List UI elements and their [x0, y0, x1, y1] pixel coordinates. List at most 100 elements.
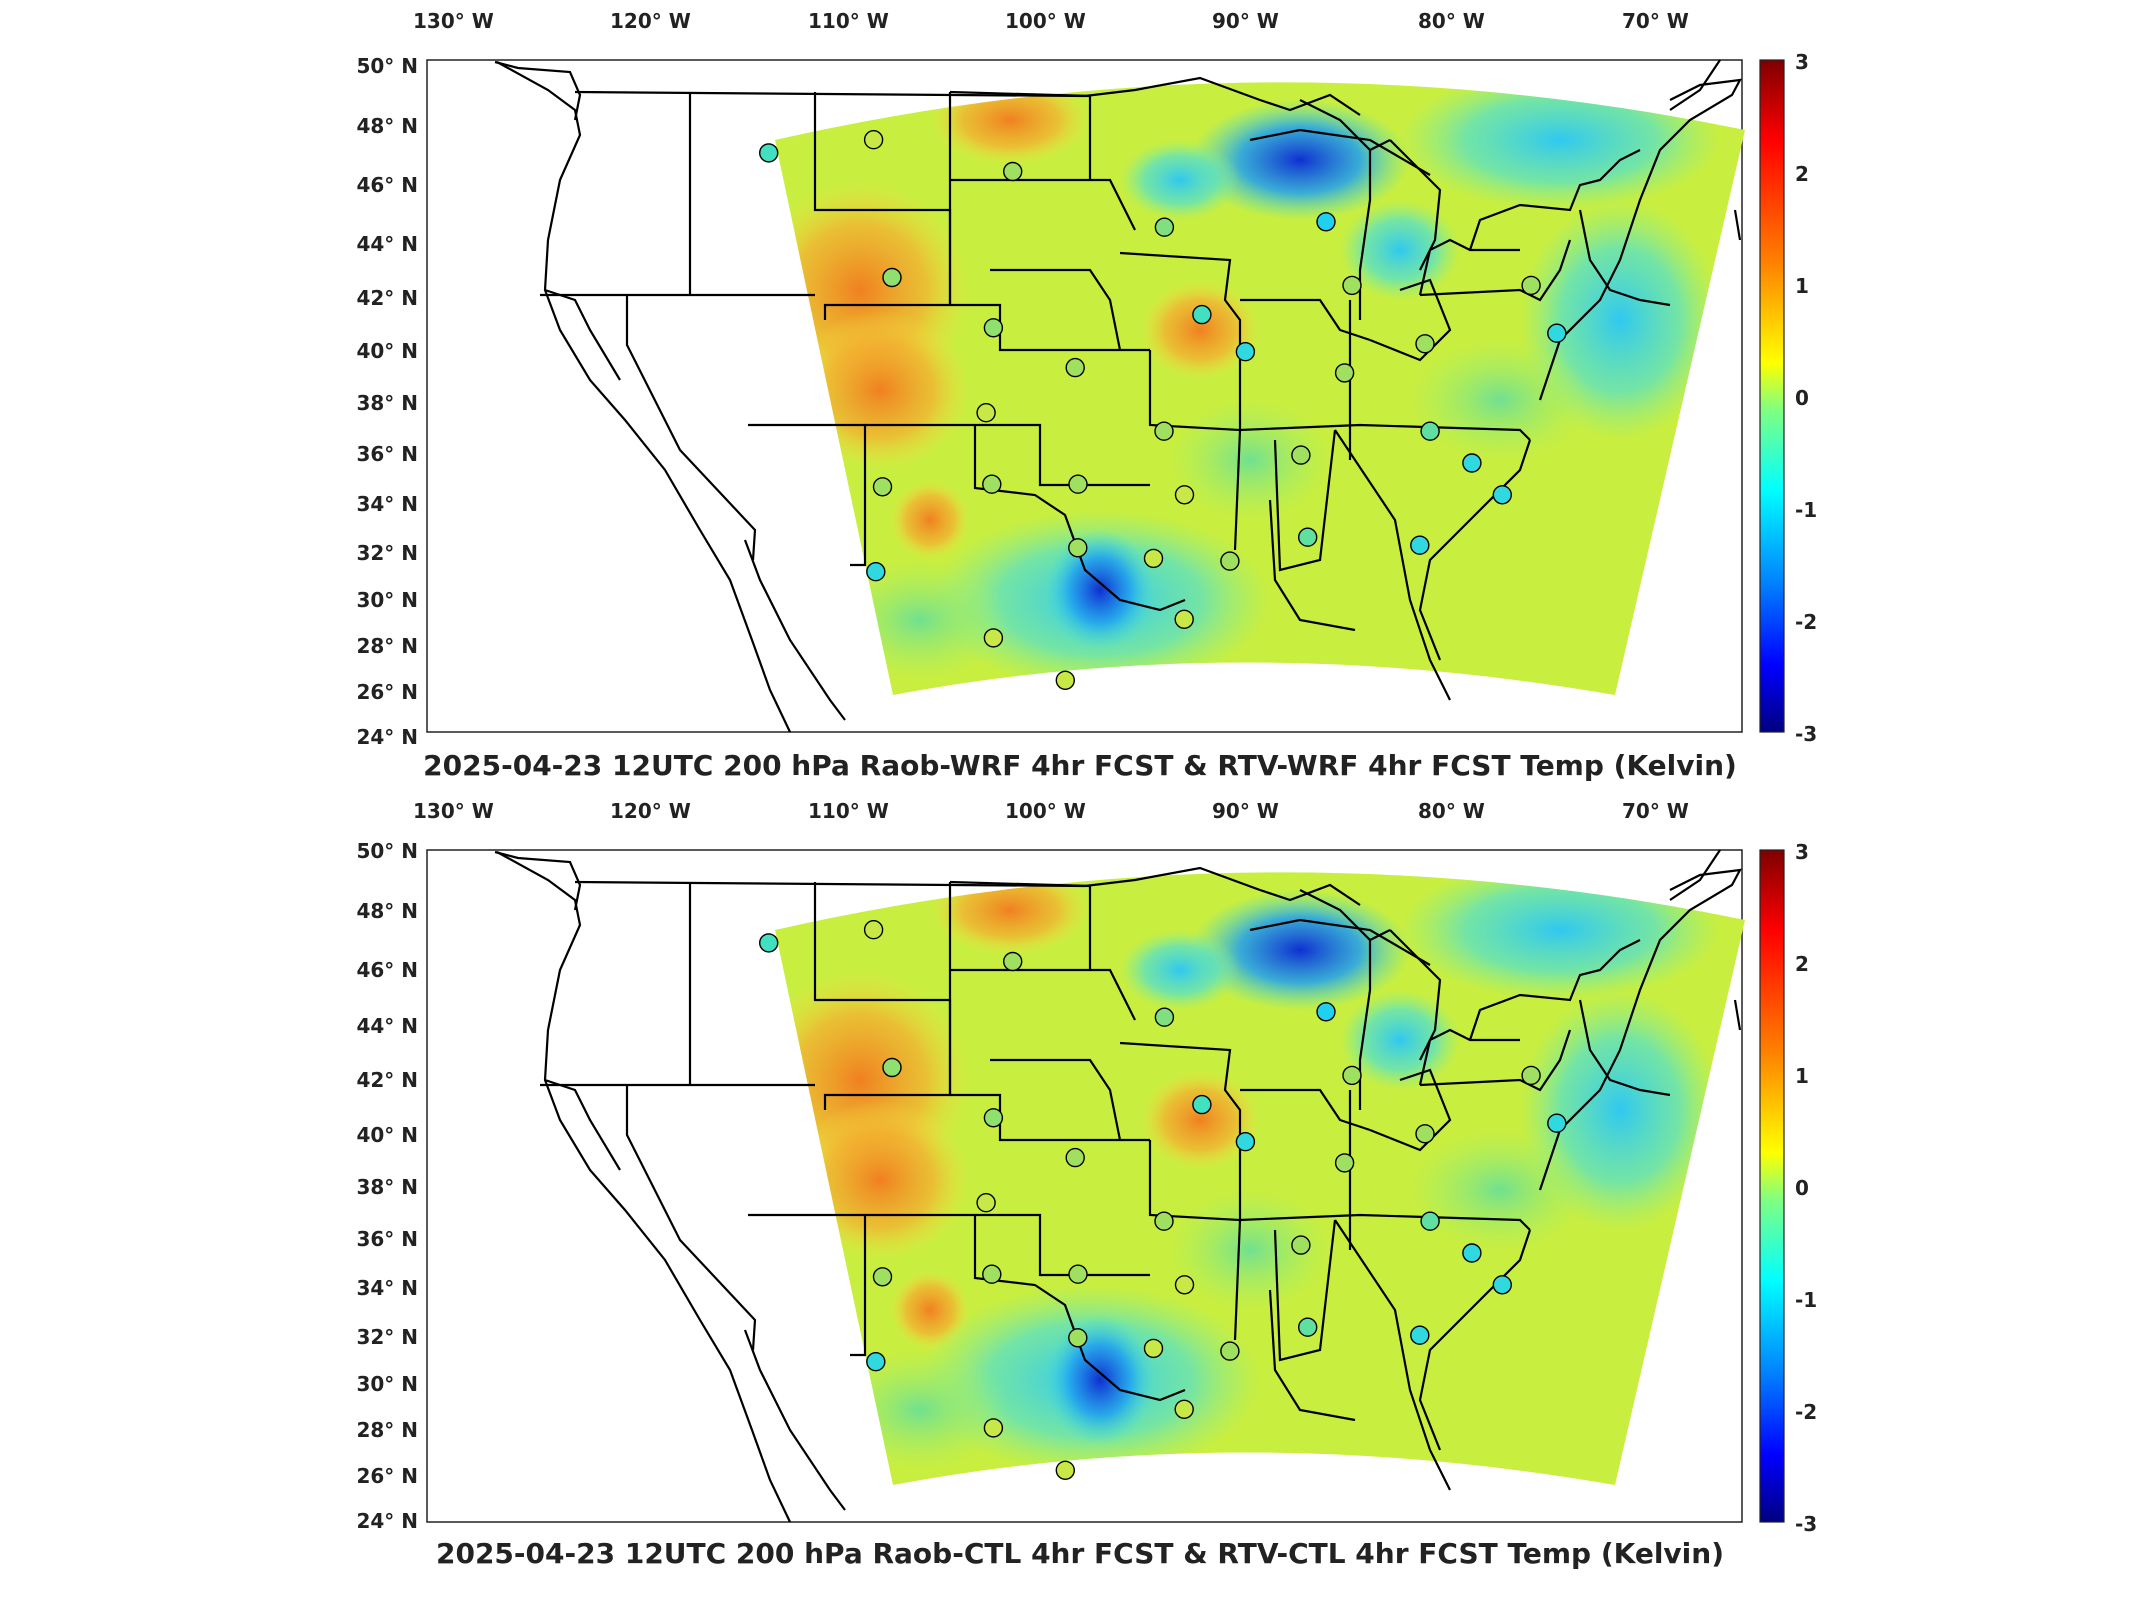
colorbar-tick-3: 3 — [1795, 50, 1809, 74]
raob-station-marker — [1068, 538, 1088, 558]
lat-label-24n: 24° N — [356, 725, 418, 749]
panel-title: 2025-04-23 12UTC 200 hPa Raob-CTL 4hr FC… — [436, 1537, 1724, 1570]
map-panel-top: 130° W 120° W 110° W 100° W 90° W 80° W … — [0, 0, 2133, 790]
lat-label-30n: 30° N — [356, 588, 418, 612]
lat-label-50n: 50° N — [356, 839, 418, 863]
lon-label-70w: 70° W — [1622, 9, 1689, 33]
raob-station-marker — [1316, 1002, 1336, 1022]
raob-station-marker — [1154, 1007, 1175, 1027]
colorbar-tick-minus1: -1 — [1795, 1288, 1817, 1312]
lon-label-80w: 80° W — [1418, 799, 1485, 823]
raob-station-marker — [863, 919, 884, 940]
lat-label-40n: 40° N — [356, 339, 418, 363]
raob-station-marker — [1415, 1124, 1435, 1144]
lon-label-130w: 130° W — [413, 9, 494, 33]
lon-label-100w: 100° W — [1005, 799, 1086, 823]
lat-label-26n: 26° N — [356, 680, 418, 704]
raob-station-marker — [1334, 1153, 1355, 1173]
raob-station-marker — [982, 474, 1002, 494]
colorbar-tick-1: 1 — [1795, 274, 1809, 298]
lat-label-36n: 36° N — [356, 1227, 418, 1251]
lon-label-100w: 100° W — [1005, 9, 1086, 33]
lat-label-44n: 44° N — [356, 1014, 418, 1038]
raob-station-marker — [1462, 1243, 1482, 1263]
raob-station-marker — [983, 1418, 1004, 1438]
raob-station-marker — [1521, 275, 1541, 296]
colorbar-tick-minus1: -1 — [1795, 498, 1817, 522]
lat-label-44n: 44° N — [356, 232, 418, 256]
coastline-and-borders — [494, 59, 1742, 733]
raob-station-marker — [1154, 217, 1175, 237]
raob-station-marker — [1462, 453, 1482, 473]
colorbar-scale — [1759, 59, 1785, 733]
lat-label-36n: 36° N — [356, 442, 418, 466]
lon-label-90w: 90° W — [1212, 799, 1279, 823]
colorbar-tick-minus2: -2 — [1795, 610, 1817, 634]
lon-label-110w: 110° W — [808, 799, 889, 823]
colorbar: 3 2 1 0 -1 -2 -3 — [1759, 50, 1817, 746]
lon-label-110w: 110° W — [808, 9, 889, 33]
lat-label-50n: 50° N — [356, 54, 418, 78]
lat-label-30n: 30° N — [356, 1372, 418, 1396]
temperature-difference-field — [775, 872, 1745, 1485]
raob-station-marker — [1410, 1325, 1430, 1345]
panel-title: 2025-04-23 12UTC 200 hPa Raob-WRF 4hr FC… — [423, 749, 1737, 782]
raob-station-marker — [1192, 304, 1212, 325]
lon-label-120w: 120° W — [610, 799, 691, 823]
raob-station-marker — [1174, 1399, 1194, 1419]
raob-station-marker — [1065, 357, 1085, 378]
raob-station-marker — [1003, 951, 1023, 972]
raob-station-marker — [1316, 212, 1336, 232]
lon-label-90w: 90° W — [1212, 9, 1279, 33]
lat-label-38n: 38° N — [356, 391, 418, 415]
colorbar-tick-0: 0 — [1795, 386, 1809, 410]
raob-station-marker — [983, 628, 1004, 648]
raob-station-marker — [1291, 1235, 1311, 1255]
raob-station-marker — [1192, 1094, 1212, 1115]
raob-station-marker — [1235, 1132, 1256, 1152]
raob-station-marker — [1154, 421, 1174, 441]
colorbar-tick-2: 2 — [1795, 162, 1809, 186]
lon-label-80w: 80° W — [1418, 9, 1485, 33]
lon-label-70w: 70° W — [1622, 799, 1689, 823]
raob-station-markers — [759, 919, 1567, 1480]
lat-label-40n: 40° N — [356, 1123, 418, 1147]
raob-station-marker — [1492, 485, 1513, 505]
raob-station-marker — [1521, 1065, 1541, 1086]
raob-station-marker — [1547, 323, 1567, 343]
raob-station-marker — [1068, 1264, 1088, 1284]
raob-station-marker — [882, 267, 902, 288]
longitude-axis-labels: 130° W 120° W 110° W 100° W 90° W 80° W … — [413, 9, 1689, 33]
raob-station-marker — [872, 1267, 893, 1287]
lat-label-34n: 34° N — [356, 492, 418, 516]
longitude-axis-labels: 130° W 120° W 110° W 100° W 90° W 80° W … — [413, 799, 1689, 823]
raob-station-marker — [1342, 275, 1362, 296]
lon-label-130w: 130° W — [413, 799, 494, 823]
raob-station-marker — [1143, 548, 1164, 569]
raob-station-marker — [1065, 1147, 1085, 1168]
coastline-and-borders — [494, 849, 1742, 1523]
raob-station-marker — [976, 403, 996, 423]
raob-station-marker — [1174, 485, 1195, 505]
lat-label-32n: 32° N — [356, 1325, 418, 1349]
map-panel-bottom: 130° W 120° W 110° W 100° W 90° W 80° W … — [0, 790, 2133, 1580]
lat-label-34n: 34° N — [356, 1276, 418, 1300]
raob-station-marker — [982, 1264, 1002, 1284]
lat-label-28n: 28° N — [356, 1418, 418, 1442]
map-figure-bottom: 130° W 120° W 110° W 100° W 90° W 80° W … — [356, 799, 1817, 1570]
raob-station-marker — [983, 318, 1004, 338]
raob-station-markers — [759, 129, 1567, 690]
lat-label-42n: 42° N — [356, 1068, 418, 1092]
raob-station-marker — [983, 1108, 1004, 1128]
raob-station-marker — [866, 562, 886, 582]
colorbar-tick-minus3: -3 — [1795, 1512, 1817, 1536]
raob-station-marker — [1154, 1211, 1174, 1231]
raob-station-marker — [1055, 1460, 1076, 1480]
colorbar-tick-1: 1 — [1795, 1064, 1809, 1088]
raob-station-marker — [1174, 609, 1194, 629]
raob-station-marker — [1547, 1113, 1567, 1133]
raob-station-marker — [1342, 1065, 1362, 1086]
raob-station-marker — [1420, 421, 1440, 441]
raob-station-marker — [1003, 161, 1023, 182]
raob-station-marker — [1291, 445, 1311, 465]
